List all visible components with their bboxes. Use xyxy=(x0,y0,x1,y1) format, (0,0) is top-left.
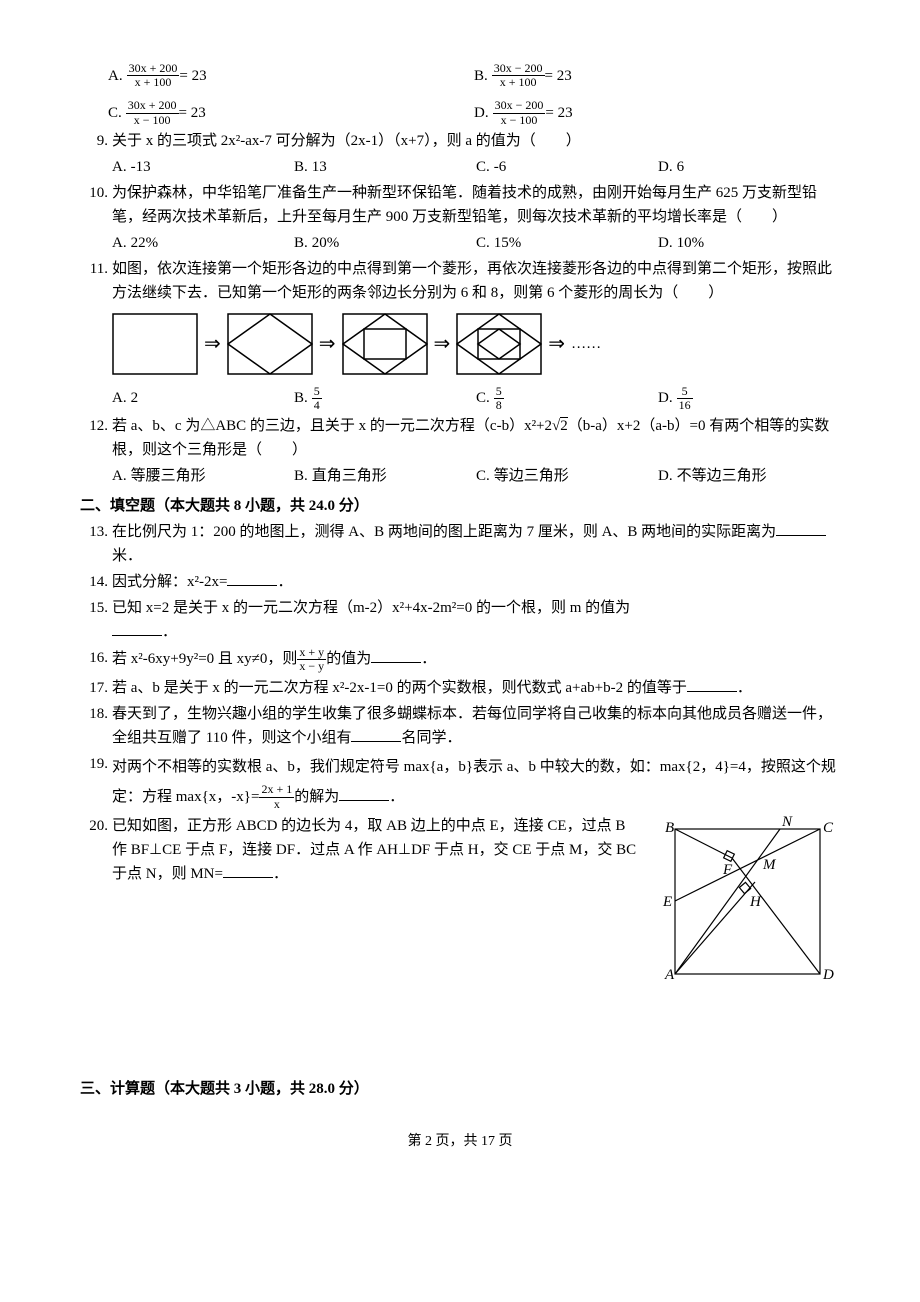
rhs: = 23 xyxy=(179,101,206,125)
fill-blank xyxy=(339,785,389,801)
q11-opt-b: B. 54 xyxy=(294,385,476,412)
q8-opt-b: B. 30x − 200x + 100 = 23 xyxy=(474,62,840,89)
q-number: 11. xyxy=(80,257,112,281)
q-text: 若 a、b、c 为△ABC 的三边，且关于 x 的一元二次方程（c-b）x²+2… xyxy=(112,414,840,462)
fill-blank xyxy=(223,862,273,878)
shape-rect-1 xyxy=(112,313,198,375)
section-2-title: 二、填空题（本大题共 8 小题，共 24.0 分） xyxy=(80,494,840,518)
q8-opt-d: D. 30x − 200x − 100 = 23 xyxy=(474,99,840,126)
opt-label: C. xyxy=(108,101,122,125)
q11-opt-d: D. 516 xyxy=(658,385,840,412)
frac-den: x + 100 xyxy=(127,76,180,89)
arrow-icon: ⇒ xyxy=(548,328,565,360)
fill-blank xyxy=(371,647,421,663)
q10-opt-a: A. 22% xyxy=(112,231,294,255)
frac-num: 30x − 200 xyxy=(493,99,546,113)
question-18: 18. 春天到了，生物兴趣小组的学生收集了很多蝴蝶标本．若每位同学将自己收集的标… xyxy=(80,702,840,750)
q10-opt-c: C. 15% xyxy=(476,231,658,255)
label-N: N xyxy=(781,814,793,830)
question-15: 15. 已知 x=2 是关于 x 的一元二次方程（m-2）x²+4x-2m²=0… xyxy=(80,596,840,644)
opt-label: D. xyxy=(474,101,489,125)
frac-num: 30x + 200 xyxy=(126,99,179,113)
opt-label: B. xyxy=(474,64,488,88)
frac-den: x − 100 xyxy=(493,114,546,127)
page-footer: 第 2 页，共 17 页 xyxy=(80,1131,840,1153)
fill-blank xyxy=(351,726,401,742)
q12-opt-a: A. 等腰三角形 xyxy=(112,464,294,488)
section-3-title: 三、计算题（本大题共 3 小题，共 28.0 分） xyxy=(80,1077,840,1101)
label-E: E xyxy=(662,894,672,910)
question-17: 17. 若 a、b 是关于 x 的一元二次方程 x²-2x-1=0 的两个实数根… xyxy=(80,676,840,700)
label-M: M xyxy=(762,857,777,873)
frac-num: 30x − 200 xyxy=(492,62,545,76)
label-D: D xyxy=(822,967,834,983)
q20-figure: B C A D E F H M N xyxy=(655,814,840,999)
q12-opt-d: D. 不等边三角形 xyxy=(658,464,840,488)
q-number: 9. xyxy=(80,129,112,153)
arrow-icon: ⇒ xyxy=(204,328,221,360)
q-text: 如图，依次连接第一个矩形各边的中点得到第一个菱形，再依次连接菱形各边的中点得到第… xyxy=(112,257,840,305)
frac-num: 30x + 200 xyxy=(127,62,180,76)
question-14: 14. 因式分解：x²-2x=． xyxy=(80,570,840,594)
ellipsis: …… xyxy=(571,332,601,356)
arrow-icon: ⇒ xyxy=(434,328,451,360)
q9-opt-d: D. 6 xyxy=(658,155,840,179)
frac-den: x − 100 xyxy=(126,114,179,127)
q-number: 15. xyxy=(80,596,112,620)
label-C: C xyxy=(823,820,834,836)
fill-blank xyxy=(227,570,277,586)
q-number: 12. xyxy=(80,414,112,438)
question-16: 16. 若 x²-6xy+9y²=0 且 xy≠0，则x + yx − y的值为… xyxy=(80,646,840,673)
label-H: H xyxy=(749,894,762,910)
q9-opt-c: C. -6 xyxy=(476,155,658,179)
question-20: 20. 已知如图，正方形 ABCD 的边长为 4，取 AB 边上的中点 E，连接… xyxy=(80,814,840,999)
q8-options: A. 30x + 200x + 100 = 23 B. 30x − 200x +… xyxy=(108,62,840,127)
shape-rect-2 xyxy=(342,313,428,375)
shape-rhombus-1 xyxy=(227,313,313,375)
fill-blank xyxy=(776,520,826,536)
fill-blank xyxy=(687,676,737,692)
question-10: 10. 为保护森林，中华铅笔厂准备生产一种新型环保铅笔．随着技术的成熟，由刚开始… xyxy=(80,181,840,255)
q-number: 14. xyxy=(80,570,112,594)
frac-den: x + 100 xyxy=(492,76,545,89)
rhs: = 23 xyxy=(179,64,206,88)
question-9: 9. 关于 x 的三项式 2x²-ax-7 可分解为（2x-1）（x+7），则 … xyxy=(80,129,840,179)
q11-opt-a: A. 2 xyxy=(112,385,294,412)
q12-opt-c: C. 等边三角形 xyxy=(476,464,658,488)
q-text: 为保护森林，中华铅笔厂准备生产一种新型环保铅笔．随着技术的成熟，由刚开始每月生产… xyxy=(112,181,840,229)
arrow-icon: ⇒ xyxy=(319,328,336,360)
shape-rhombus-2 xyxy=(456,313,542,375)
q-number: 16. xyxy=(80,646,112,670)
rhs: = 23 xyxy=(545,64,572,88)
question-12: 12. 若 a、b、c 为△ABC 的三边，且关于 x 的一元二次方程（c-b）… xyxy=(80,414,840,488)
q11-opt-c: C. 58 xyxy=(476,385,658,412)
q9-opt-b: B. 13 xyxy=(294,155,476,179)
q11-figure: ⇒ ⇒ ⇒ ⇒ …… xyxy=(112,313,840,375)
q10-opt-b: B. 20% xyxy=(294,231,476,255)
q-number: 19. xyxy=(80,752,112,776)
q-number: 17. xyxy=(80,676,112,700)
q12-opt-b: B. 直角三角形 xyxy=(294,464,476,488)
q-number: 10. xyxy=(80,181,112,205)
q8-opt-a: A. 30x + 200x + 100 = 23 xyxy=(108,62,474,89)
fill-blank xyxy=(112,620,162,636)
question-13: 13. 在比例尺为 1：200 的地图上，测得 A、B 两地间的图上距离为 7 … xyxy=(80,520,840,568)
label-F: F xyxy=(722,862,733,878)
q-number: 18. xyxy=(80,702,112,726)
q-text: 关于 x 的三项式 2x²-ax-7 可分解为（2x-1）（x+7），则 a 的… xyxy=(112,129,840,153)
opt-label: A. xyxy=(108,64,123,88)
question-19: 19. 对两个不相等的实数根 a、b，我们规定符号 max{a，b}表示 a、b… xyxy=(80,752,840,812)
label-B: B xyxy=(665,820,674,836)
q8-opt-c: C. 30x + 200x − 100 = 23 xyxy=(108,99,474,126)
question-11: 11. 如图，依次连接第一个矩形各边的中点得到第一个菱形，再依次连接菱形各边的中… xyxy=(80,257,840,412)
label-A: A xyxy=(664,967,675,983)
q-number: 20. xyxy=(80,814,112,838)
q10-opt-d: D. 10% xyxy=(658,231,840,255)
q-number: 13. xyxy=(80,520,112,544)
rhs: = 23 xyxy=(545,101,572,125)
q9-opt-a: A. -13 xyxy=(112,155,294,179)
